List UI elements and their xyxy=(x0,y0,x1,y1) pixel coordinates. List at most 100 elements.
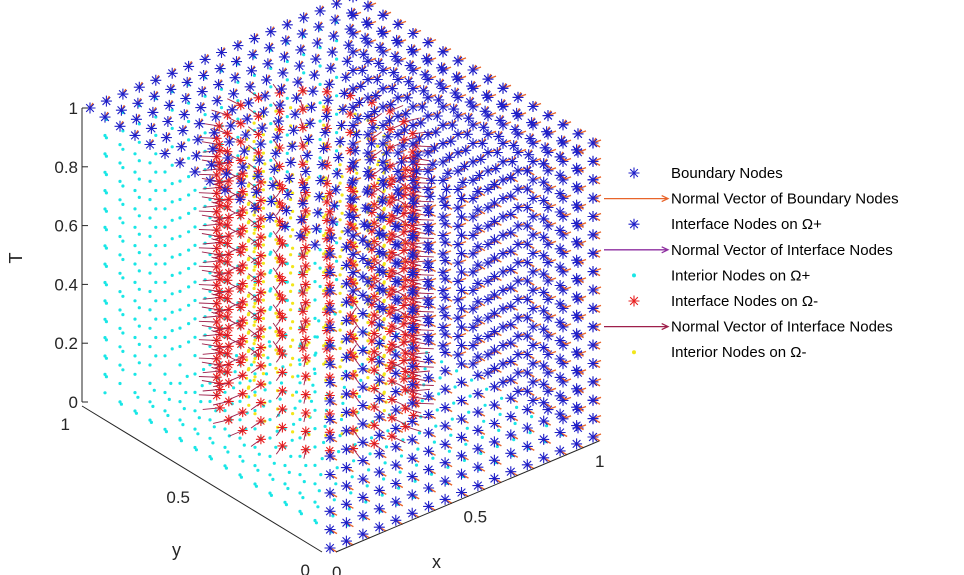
interface-normal-vector xyxy=(198,339,217,341)
interior-node-plus xyxy=(253,464,257,468)
x-tick-label: 1 xyxy=(595,452,604,471)
boundary-node xyxy=(439,236,451,248)
interface-normal-vector xyxy=(247,107,259,117)
interior-node-plus xyxy=(121,276,125,280)
interior-node-plus xyxy=(170,163,174,167)
boundary-node xyxy=(301,149,313,161)
legend-arrow-marker xyxy=(604,195,670,203)
interior-node-plus xyxy=(202,367,206,372)
boundary-node xyxy=(392,110,404,122)
boundary-node xyxy=(587,358,599,369)
boundary-node xyxy=(373,466,385,478)
interior-node-plus xyxy=(104,154,108,158)
interior-node-minus xyxy=(289,106,293,110)
interior-node-plus xyxy=(464,442,468,446)
boundary-node xyxy=(398,124,410,136)
interior-node-plus xyxy=(152,388,156,392)
boundary-node xyxy=(327,216,339,228)
interior-node-minus xyxy=(247,311,251,316)
boundary-node xyxy=(407,101,419,113)
interior-node-plus xyxy=(187,193,191,197)
interface-normal-vector xyxy=(227,190,241,198)
boundary-node xyxy=(452,165,464,177)
boundary-node xyxy=(392,165,404,177)
interior-node-plus xyxy=(104,301,108,305)
interface-normal-vector xyxy=(415,292,434,295)
interior-node-plus xyxy=(193,335,197,339)
boundary-node xyxy=(407,193,419,205)
interior-node-plus xyxy=(313,280,317,284)
interior-node-plus xyxy=(268,399,272,403)
interior-node-plus xyxy=(317,319,321,323)
boundary-node xyxy=(318,143,330,154)
boundary-node xyxy=(542,183,554,195)
boundary-node xyxy=(452,55,464,67)
interior-node-plus xyxy=(163,335,167,339)
interior-node-plus xyxy=(170,310,174,314)
boundary-node xyxy=(263,42,275,54)
interior-node-plus xyxy=(203,76,207,80)
interface-normal-vector xyxy=(201,343,220,348)
interface-normal-vector xyxy=(275,445,283,455)
interface-normal-vector xyxy=(202,315,220,318)
boundary-node xyxy=(347,156,359,168)
boundary-node xyxy=(315,175,327,187)
boundary-node xyxy=(448,103,460,115)
interior-node-minus xyxy=(382,243,386,247)
boundary-node xyxy=(379,163,391,175)
boundary-node xyxy=(373,356,385,368)
boundary-node xyxy=(488,234,500,246)
interior-node-plus xyxy=(298,399,302,403)
interior-node-plus xyxy=(313,518,317,523)
boundary-node xyxy=(358,48,370,60)
boundary-node xyxy=(527,101,539,112)
interface-normal-vector xyxy=(247,126,259,135)
boundary-node xyxy=(406,471,418,483)
boundary-node xyxy=(389,51,401,62)
interface-normal-vector xyxy=(201,380,220,384)
boundary-node xyxy=(422,37,434,49)
interior-node-plus xyxy=(298,454,302,458)
interface-normal-vector xyxy=(415,200,434,203)
interior-node-plus xyxy=(318,248,322,252)
boundary-node xyxy=(572,404,584,415)
boundary-node xyxy=(256,122,268,134)
boundary-node xyxy=(407,138,419,150)
boundary-node xyxy=(377,248,389,260)
boundary-node xyxy=(472,443,484,455)
boundary-node xyxy=(324,377,336,389)
interior-node-minus xyxy=(289,363,293,367)
boundary-node xyxy=(423,427,435,439)
boundary-node xyxy=(258,106,270,118)
interface-normal-vector xyxy=(389,105,404,112)
interior-node-plus xyxy=(465,426,469,430)
interior-node-plus xyxy=(178,253,182,257)
interface-normal-vector xyxy=(371,333,382,342)
boundary-node xyxy=(340,259,352,271)
boundary-node xyxy=(482,330,494,342)
legend-item: Interface Nodes on Ω- xyxy=(628,293,818,310)
boundary-node xyxy=(437,211,449,223)
interior-node-plus xyxy=(223,445,227,449)
interior-node-plus xyxy=(236,99,240,103)
interface-normal-vector xyxy=(275,408,283,418)
boundary-node xyxy=(463,112,475,124)
interface-normal-vector xyxy=(272,175,280,186)
boundary-node xyxy=(163,99,175,111)
interior-node-plus xyxy=(313,427,317,431)
boundary-node xyxy=(467,266,479,278)
boundary-node xyxy=(482,349,494,361)
boundary-node xyxy=(512,385,524,397)
boundary-node xyxy=(497,321,509,333)
boundary-node xyxy=(456,487,467,498)
boundary-node xyxy=(373,282,385,294)
interior-node-plus xyxy=(254,484,258,488)
boundary-node xyxy=(538,158,550,170)
boundary-node xyxy=(467,119,479,131)
boundary-node xyxy=(324,358,336,370)
interior-node-plus xyxy=(407,374,411,378)
boundary-node xyxy=(347,230,359,242)
interior-node-minus xyxy=(322,289,326,293)
boundary-node xyxy=(557,192,569,204)
boundary-node xyxy=(347,28,359,40)
